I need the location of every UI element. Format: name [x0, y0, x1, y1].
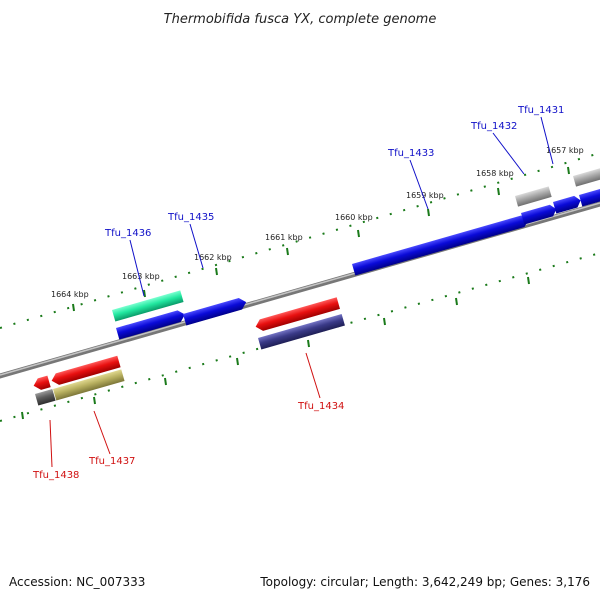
tick-label-1657: 1657 kbp [546, 146, 584, 155]
gene-label-tfu-1438[interactable]: Tfu_1438 [32, 470, 79, 481]
cds-tfu-1431[interactable] [553, 195, 582, 214]
accession-text: Accession: NC_007333 [9, 575, 145, 589]
cds-tfu-1437[interactable] [50, 355, 121, 387]
topology-text: Topology: circular; Length: 3,642,249 bp… [259, 575, 590, 589]
inner-major-ticks [21, 276, 530, 420]
gene-label-tfu-1437[interactable]: Tfu_1437 [88, 456, 135, 467]
outer-major-ticks [72, 166, 570, 312]
cds-tfu-1435[interactable] [183, 296, 248, 326]
tick-label-1662: 1662 kbp [194, 253, 232, 262]
tick-label-1658: 1658 kbp [476, 169, 514, 178]
tick-label-1659: 1659 kbp [406, 191, 444, 200]
tick-label-1661: 1661 kbp [265, 233, 303, 242]
reverse-strand-features [32, 297, 345, 406]
forward-strand-features [112, 167, 600, 340]
gene-label-tfu-1436[interactable]: Tfu_1436 [104, 228, 151, 239]
cds-tfu-1432[interactable] [515, 186, 552, 207]
cds-forward-gray-edge[interactable] [573, 167, 600, 187]
gene-label-tfu-1432[interactable]: Tfu_1432 [470, 121, 517, 132]
gene-label-tfu-1431[interactable]: Tfu_1431 [517, 105, 564, 116]
cds-tfu-1433[interactable] [352, 214, 530, 276]
cds-reverse-olive[interactable] [53, 369, 125, 401]
cds-reverse-navy[interactable] [258, 314, 345, 350]
tick-label-1663: 1663 kbp [122, 272, 160, 281]
cds-tfu-1436[interactable] [112, 290, 184, 322]
map-title: Thermobifida fusca YX, complete genome [164, 12, 437, 27]
label-leaders [49, 116, 554, 468]
gene-label-tfu-1435[interactable]: Tfu_1435 [167, 212, 214, 223]
cds-forward-blue-edge[interactable] [579, 187, 600, 207]
gene-label-tfu-1433[interactable]: Tfu_1433 [387, 148, 434, 159]
cds-reverse-dark[interactable] [35, 389, 56, 406]
tick-label-1660: 1660 kbp [335, 213, 373, 222]
cds-tfu-1438[interactable] [32, 375, 51, 392]
cds-forward-blue-2[interactable] [521, 203, 558, 225]
inner-tick-ring [0, 252, 600, 422]
cds-forward-blue-1[interactable] [116, 309, 187, 340]
cds-tfu-1434[interactable] [254, 297, 340, 332]
gene-label-tfu-1434[interactable]: Tfu_1434 [297, 401, 344, 412]
tick-label-1664: 1664 kbp [51, 290, 89, 299]
